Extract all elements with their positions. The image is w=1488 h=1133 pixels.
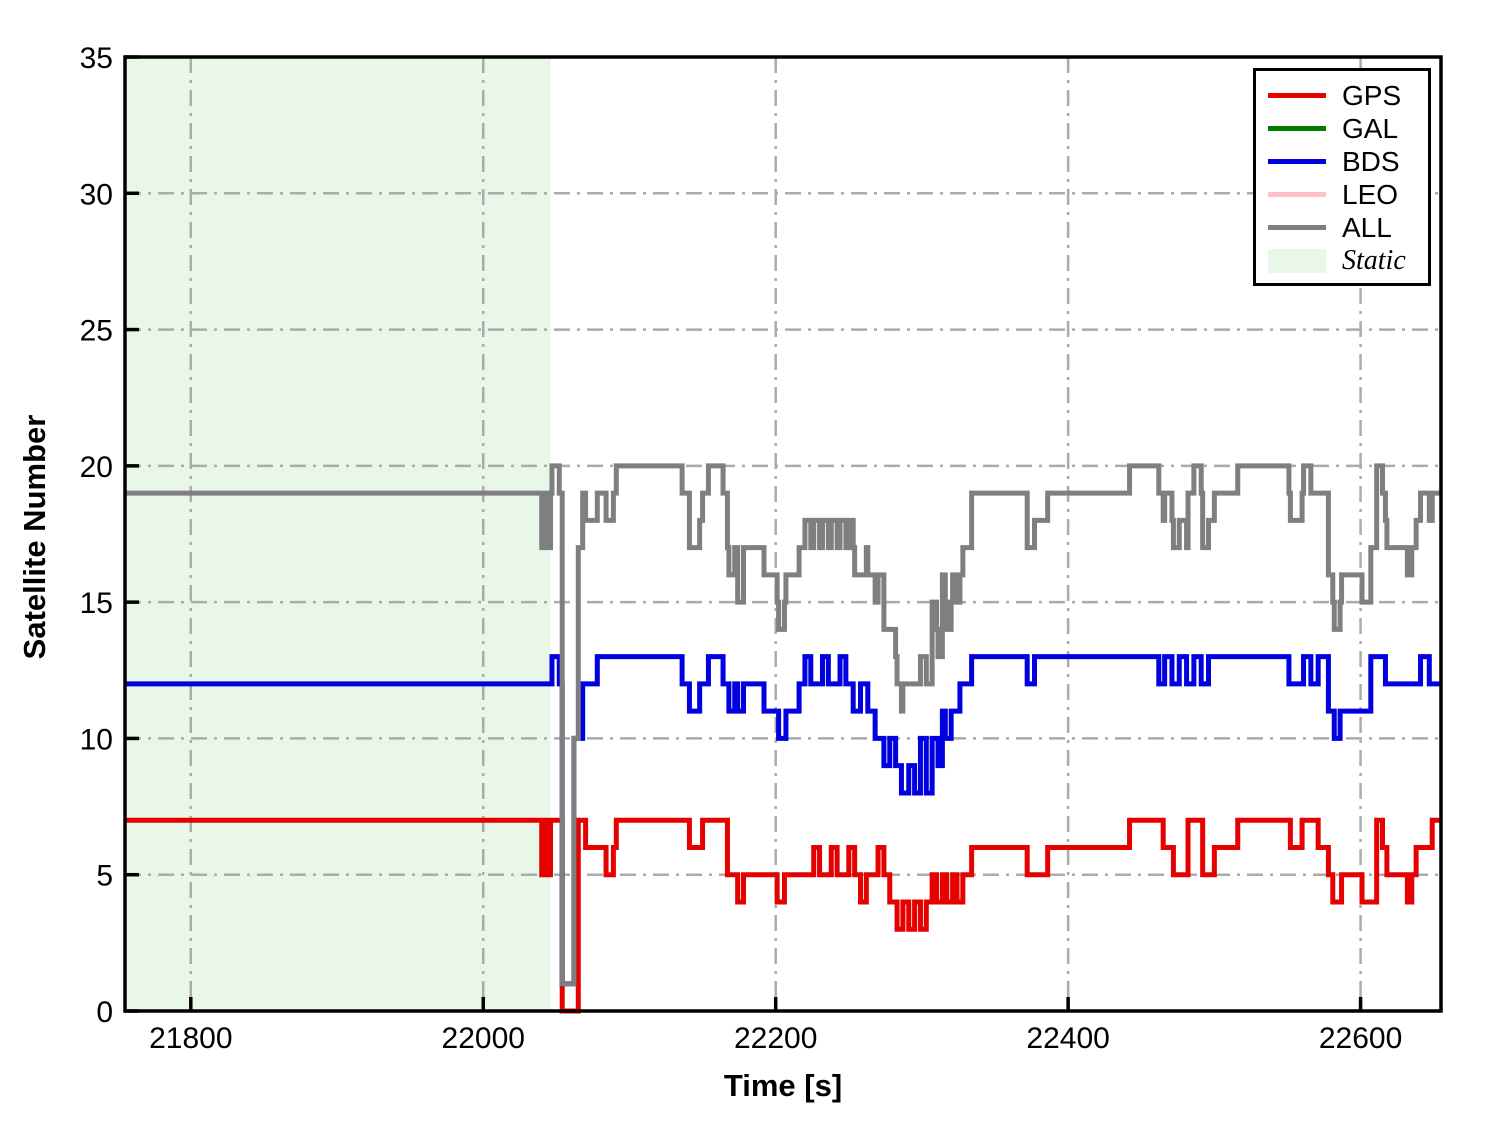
static-region-swatch [1268, 248, 1326, 273]
legend-item-gal: GAL [1256, 112, 1428, 145]
series-line-gps [125, 817, 1441, 1014]
x-tick-label: 22400 [1026, 1022, 1109, 1055]
gps-line-swatch [1268, 93, 1326, 98]
leo-line-swatch [1268, 192, 1326, 197]
series-line-bds [125, 654, 1441, 987]
legend-label-gps: GPS [1342, 80, 1402, 111]
legend-label-leo: LEO [1342, 179, 1399, 210]
y-tick-label: 15 [80, 587, 113, 620]
x-axis-label: Time [s] [723, 1068, 843, 1103]
plot-frame [123, 55, 1443, 1013]
bds-line-swatch [1268, 159, 1326, 164]
legend-item-gps: GPS [1256, 79, 1428, 112]
y-tick-label: 30 [80, 178, 113, 211]
y-tick-label: 5 [96, 860, 113, 893]
legend: GPS GAL BDS LEO ALL Static [1253, 68, 1431, 286]
x-tick-label: 22000 [442, 1022, 525, 1055]
legend-label-bds: BDS [1342, 146, 1400, 177]
legend-label-all: ALL [1342, 212, 1392, 243]
legend-label-static: Static [1342, 245, 1406, 276]
series-line-all [125, 463, 1441, 987]
x-tick-label: 21800 [149, 1022, 232, 1055]
legend-item-static: Static [1256, 244, 1428, 277]
y-axis-label: Satellite Number [17, 414, 52, 660]
gal-line-swatch [1268, 126, 1326, 131]
y-tick-label: 10 [80, 723, 113, 756]
legend-item-bds: BDS [1256, 145, 1428, 178]
y-tick-label: 35 [80, 42, 113, 75]
y-tick-label: 0 [96, 996, 113, 1029]
x-tick-label: 22600 [1319, 1022, 1402, 1055]
all-line-swatch [1268, 225, 1326, 230]
y-tick-label: 25 [80, 315, 113, 348]
legend-item-leo: LEO [1256, 178, 1428, 211]
legend-item-all: ALL [1256, 211, 1428, 244]
legend-label-gal: GAL [1342, 113, 1399, 144]
y-tick-label: 20 [80, 451, 113, 484]
static-region [125, 57, 551, 1011]
x-tick-label: 22200 [734, 1022, 817, 1055]
